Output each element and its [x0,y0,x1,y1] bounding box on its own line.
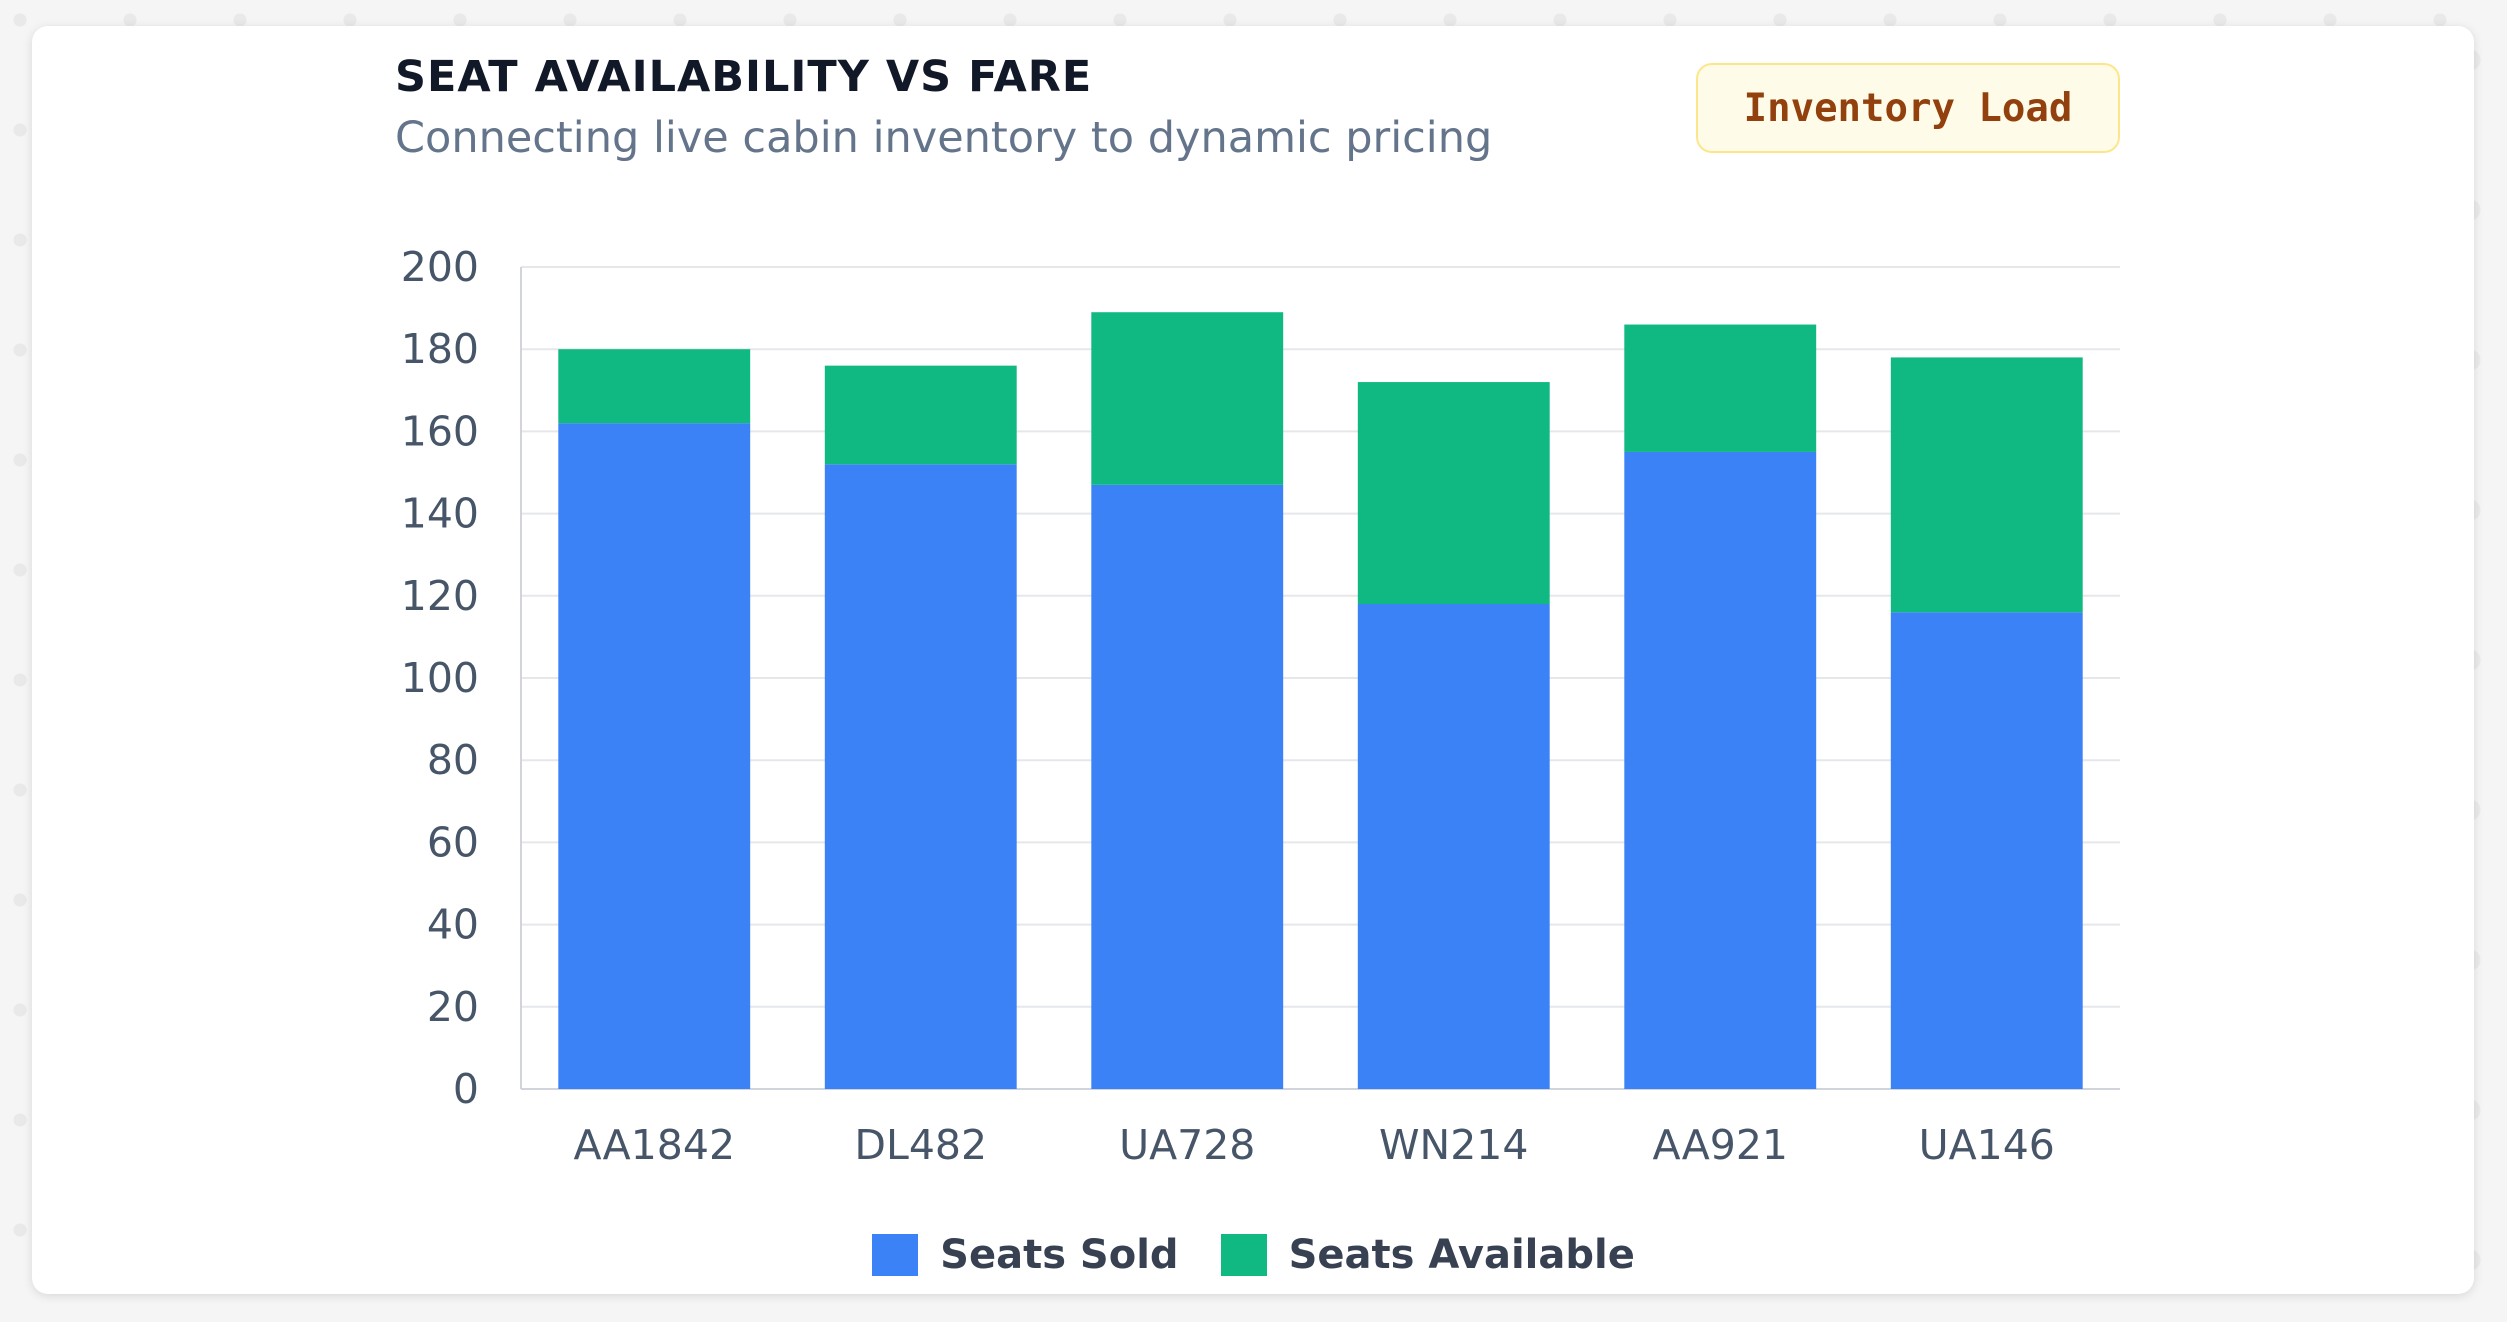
y-tick-label-40: 40 [427,901,479,949]
legend-label-seats-sold: Seats Sold [940,1232,1179,1278]
bar-seats-available-aa921 [1624,324,1817,452]
y-tick-label-140: 140 [401,490,479,538]
bar-seats-available-wn214 [1357,382,1550,605]
chart-subtitle: Connecting live cabin inventory to dynam… [395,113,1493,163]
x-tick-label-ua146: UA146 [1919,1121,2055,1169]
legend-item-seats-available[interactable]: Seats Available [1220,1232,1635,1278]
y-tick-label-0: 0 [453,1065,479,1113]
bar-seats-sold-ua728 [1091,484,1284,1090]
legend-swatch-seats-available [1220,1234,1267,1276]
bar-seats-available-ua728 [1091,312,1284,485]
y-tick-label-180: 180 [401,325,479,373]
y-tick-label-20: 20 [427,983,479,1031]
legend-swatch-seats-sold [872,1234,919,1276]
legend-label-seats-available: Seats Available [1288,1232,1635,1278]
bar-seats-sold-aa921 [1624,451,1817,1089]
bar-seats-available-aa1842 [558,349,751,424]
x-tick-label-aa1842: AA1842 [573,1121,735,1169]
legend-item-seats-sold[interactable]: Seats Sold [872,1232,1179,1278]
y-tick-label-60: 60 [427,818,479,866]
bar-seats-available-dl482 [824,365,1017,465]
y-tick-label-80: 80 [427,736,479,784]
bar-seats-sold-wn214 [1357,604,1550,1089]
y-tick-label-160: 160 [401,407,479,455]
x-tick-label-wn214: WN214 [1379,1121,1528,1169]
y-tick-label-120: 120 [401,572,479,620]
inventory-load-badge[interactable]: Inventory Load [1696,63,2120,153]
bar-seats-available-ua146 [1890,357,2083,613]
y-tick-label-200: 200 [401,243,479,291]
bar-seats-sold-aa1842 [558,423,751,1089]
chart-title: SEAT AVAILABILITY VS FARE [395,52,1093,102]
x-tick-label-aa921: AA921 [1653,1121,1789,1169]
bar-seats-sold-dl482 [824,464,1017,1089]
bar-seats-sold-ua146 [1890,612,2083,1089]
x-tick-label-ua728: UA728 [1119,1121,1255,1169]
chart-legend: Seats Sold Seats Available [0,1232,2507,1278]
y-tick-label-100: 100 [401,654,479,702]
x-tick-label-dl482: DL482 [854,1121,987,1169]
